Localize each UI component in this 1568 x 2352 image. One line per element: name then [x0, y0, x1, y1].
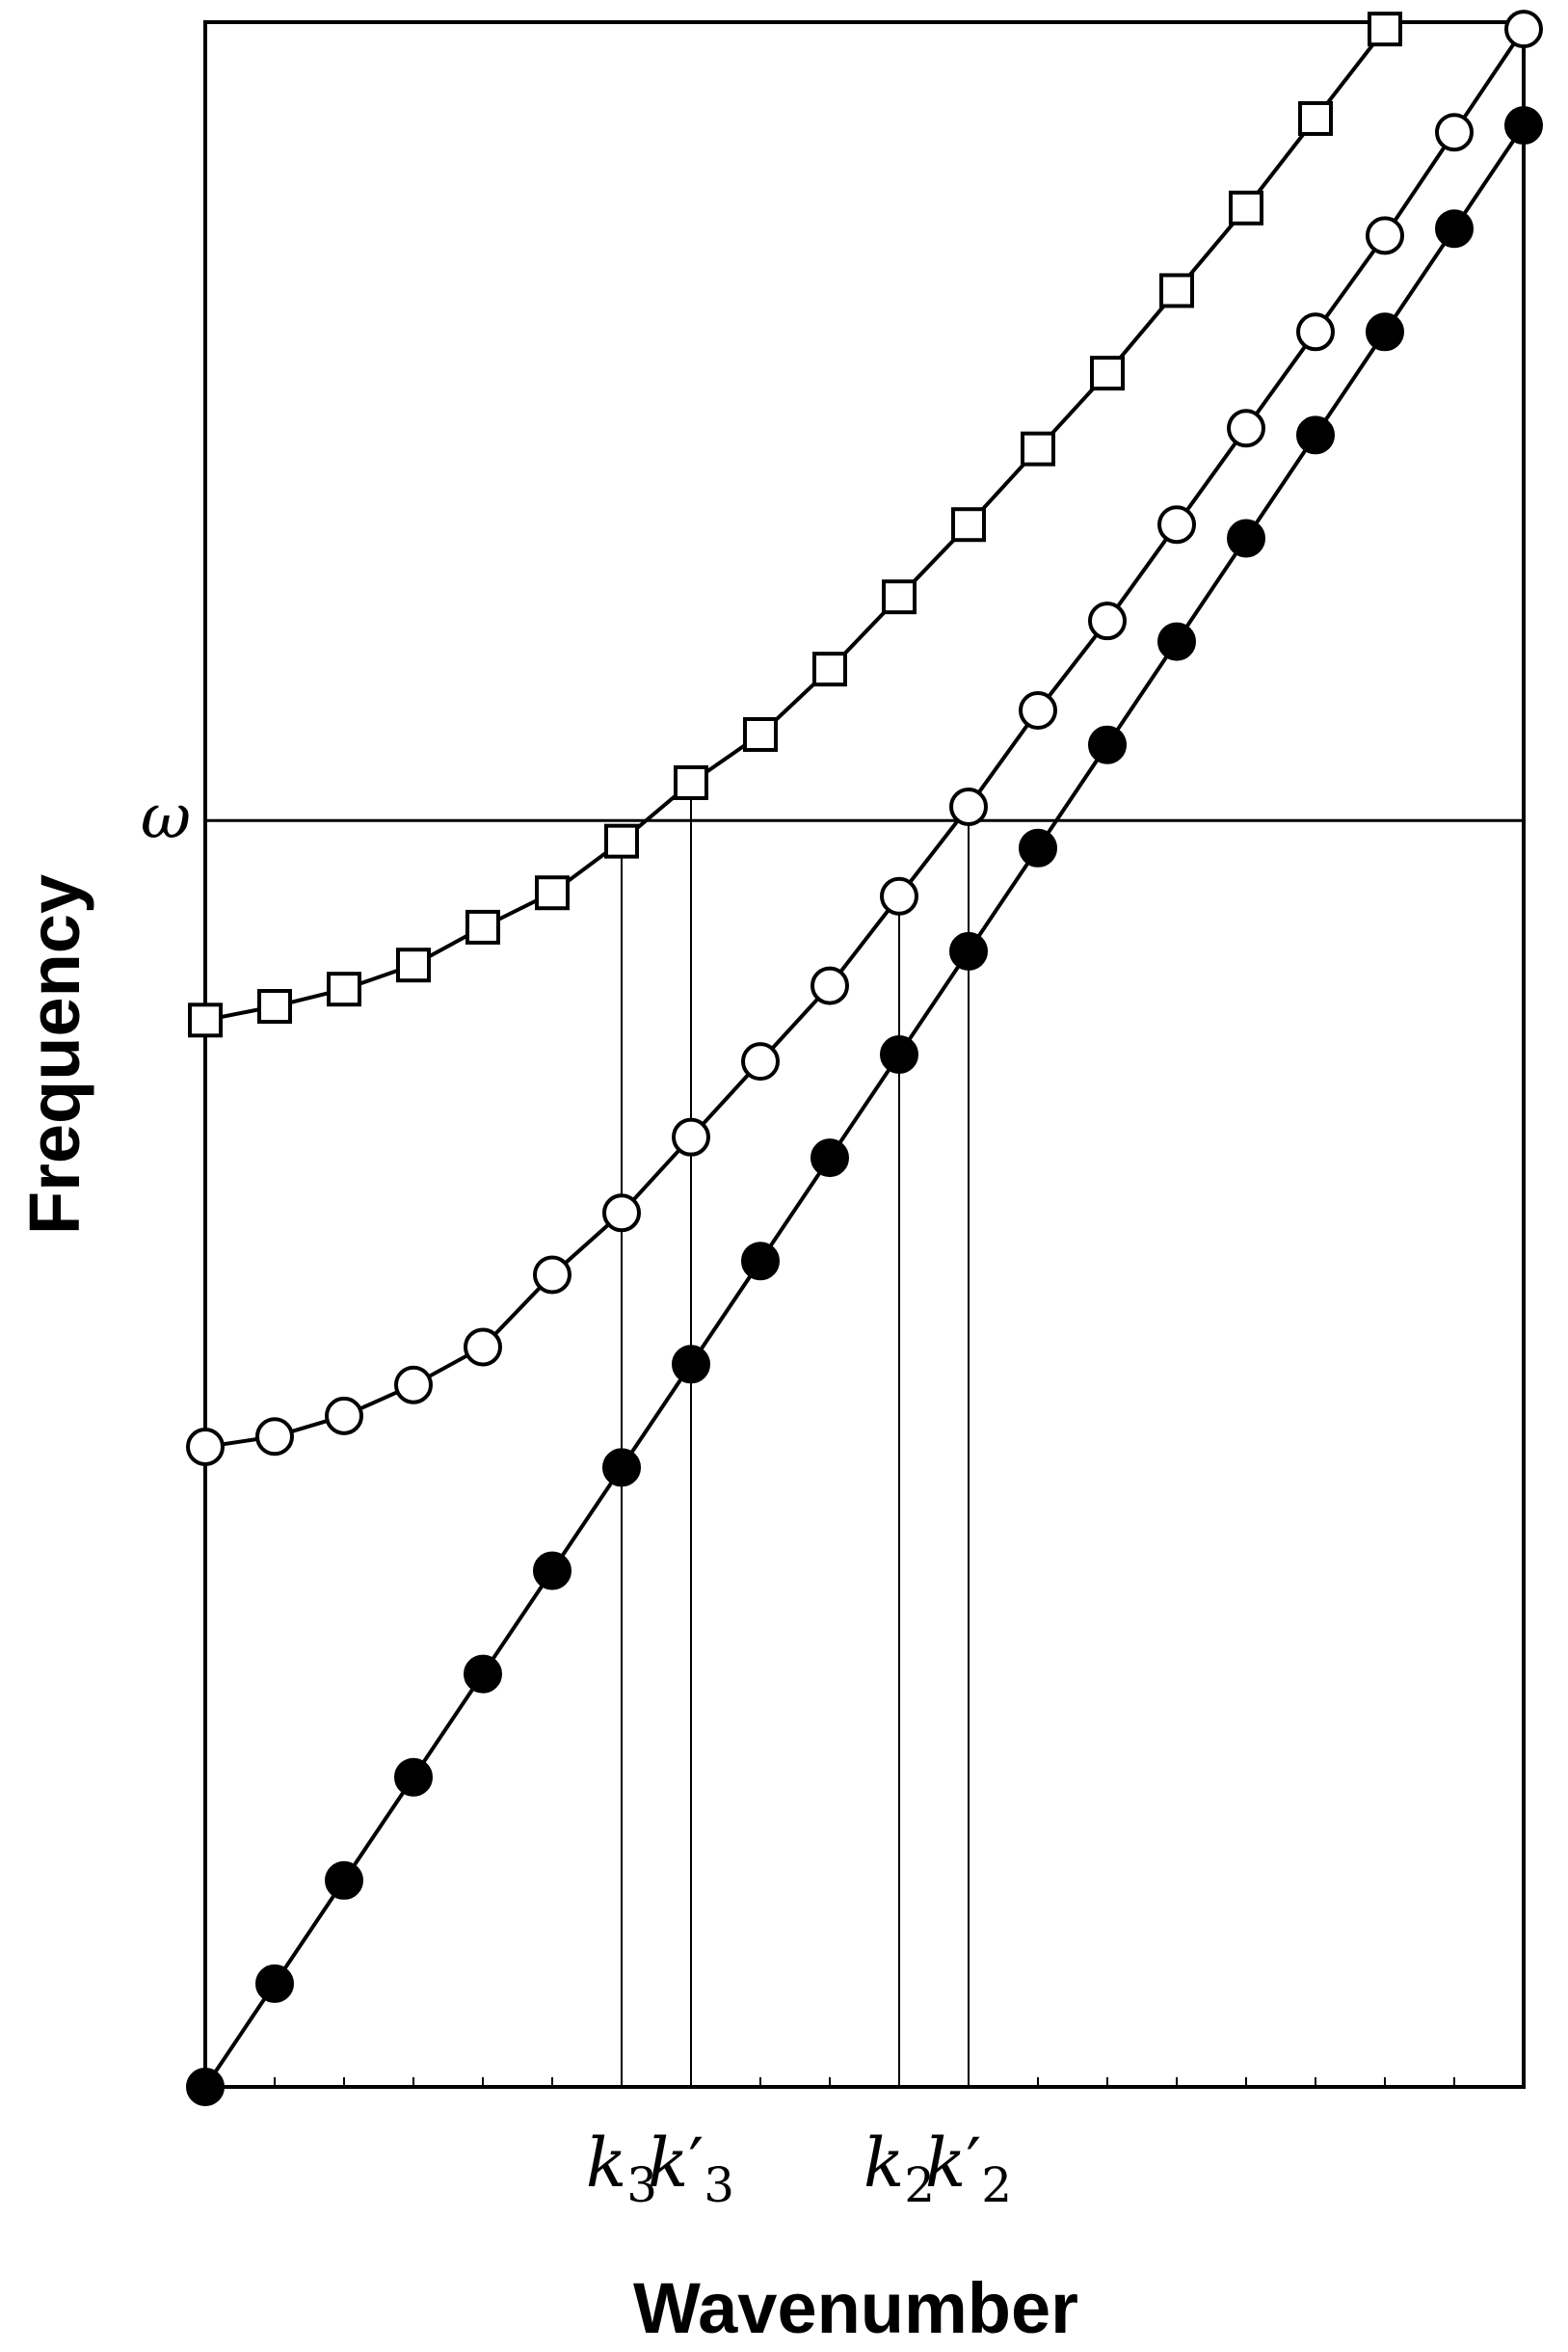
series-1-point-17 [1366, 312, 1404, 352]
series-2-point-17 [1366, 216, 1404, 255]
series-2-point-19 [1504, 10, 1543, 49]
series-3-point-17 [1368, 12, 1402, 47]
series-1-point-13 [1088, 725, 1127, 764]
series-2-line [204, 28, 1526, 1449]
series-1-point-1 [255, 1964, 294, 2003]
series-3-point-2 [327, 972, 361, 1007]
series-1-point-7 [672, 1345, 710, 1384]
series-2-point-15 [1227, 409, 1265, 448]
series-2-point-16 [1296, 312, 1335, 352]
series-1-point-8 [741, 1242, 780, 1281]
plot-frame [203, 20, 1526, 2089]
x-tick-labels: k3k′3 k2k′2 [586, 2124, 1012, 2213]
series-2-point-2 [325, 1396, 363, 1435]
x-axis-title: Wavenumber [633, 2268, 1078, 2348]
series-2-point-5 [533, 1255, 571, 1295]
x-tick-label-4: k′2 [925, 2124, 1012, 2213]
series-3-point-7 [674, 764, 708, 800]
series-1-point-11 [949, 931, 988, 971]
series-1-point-9 [811, 1138, 849, 1178]
series-3-point-12 [1021, 431, 1055, 467]
series-2-point-0 [186, 1427, 225, 1466]
series-1-point-19 [1504, 106, 1543, 146]
series-3-point-11 [951, 507, 986, 543]
series-1-point-2 [325, 1860, 363, 1900]
series-1-point-15 [1227, 519, 1265, 558]
series-3-point-10 [882, 579, 917, 615]
series-2-point-10 [880, 876, 918, 916]
series-3-point-9 [812, 652, 847, 687]
series-3-point-16 [1298, 100, 1333, 136]
series-2-point-4 [464, 1327, 502, 1367]
y-axis-title: Frequency [14, 874, 94, 1235]
x-tick-label-2: k′3 [648, 2124, 734, 2213]
series-2-point-6 [602, 1193, 641, 1233]
series-3-point-4 [465, 909, 500, 945]
omega-label: ω [141, 782, 191, 853]
series-1-point-18 [1435, 209, 1474, 249]
series-3-point-14 [1159, 273, 1194, 308]
series-2-point-9 [811, 966, 849, 1005]
series-2-point-11 [949, 787, 988, 826]
x-tick-label-1: k3 [586, 2124, 657, 2213]
series-3-point-6 [604, 823, 639, 859]
wavenumber-marker-lines [621, 782, 970, 2087]
series-1-point-10 [880, 1035, 918, 1074]
series-3-point-13 [1090, 356, 1125, 391]
series-3-point-0 [188, 1002, 223, 1038]
series-2-point-12 [1019, 691, 1057, 730]
series-3-point-15 [1229, 190, 1263, 226]
series-1-point-12 [1019, 828, 1057, 868]
series-1-point-14 [1157, 622, 1196, 661]
series-3-line [204, 27, 1387, 1023]
series-2-point-18 [1435, 113, 1474, 152]
series-3-point-1 [257, 989, 292, 1025]
series-3-point-3 [396, 948, 431, 983]
series-2-point-1 [255, 1417, 294, 1457]
series-1-point-4 [464, 1654, 502, 1694]
series-3-point-5 [535, 875, 570, 911]
series-1-line [203, 123, 1526, 2089]
series-2-point-13 [1088, 601, 1127, 641]
series-3-point-8 [743, 716, 778, 752]
series-layer [186, 10, 1543, 2106]
series-1-point-6 [602, 1448, 641, 1487]
series-2-point-14 [1157, 505, 1196, 545]
x-tick-label-3: k2 [864, 2124, 935, 2213]
series-2-point-7 [672, 1117, 710, 1157]
series-1-point-5 [533, 1551, 571, 1590]
series-2-point-8 [741, 1042, 780, 1082]
series-1-point-3 [394, 1757, 433, 1797]
series-1-point-16 [1296, 415, 1335, 455]
series-2-point-3 [394, 1365, 433, 1404]
x-ticks [204, 2077, 1525, 2087]
